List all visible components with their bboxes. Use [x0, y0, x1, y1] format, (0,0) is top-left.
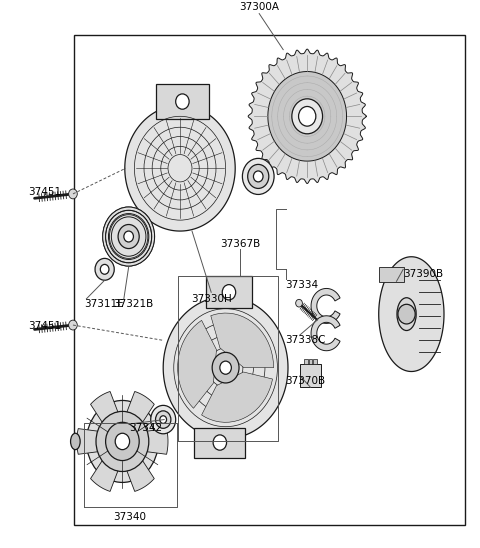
Text: 37451: 37451	[28, 321, 61, 331]
Circle shape	[398, 304, 415, 324]
Text: 37338C: 37338C	[286, 335, 326, 345]
Polygon shape	[211, 313, 274, 368]
Polygon shape	[311, 316, 340, 351]
Circle shape	[248, 164, 269, 189]
Text: 37311E: 37311E	[84, 299, 124, 310]
Circle shape	[124, 231, 133, 242]
Circle shape	[118, 225, 139, 249]
Ellipse shape	[71, 433, 80, 450]
Text: 37340: 37340	[113, 512, 146, 522]
Circle shape	[151, 406, 176, 434]
Circle shape	[96, 412, 149, 471]
Bar	[74, 36, 465, 525]
Polygon shape	[156, 83, 209, 119]
Text: 37451: 37451	[28, 187, 61, 197]
Text: 37334: 37334	[286, 280, 319, 290]
Polygon shape	[248, 49, 366, 184]
Bar	[379, 267, 404, 282]
Circle shape	[253, 171, 263, 182]
Text: 37300A: 37300A	[239, 3, 279, 13]
Circle shape	[100, 264, 109, 274]
Circle shape	[299, 106, 316, 126]
Circle shape	[106, 423, 139, 460]
Bar	[300, 364, 321, 387]
Polygon shape	[311, 288, 340, 323]
Polygon shape	[202, 372, 273, 423]
Polygon shape	[127, 391, 154, 422]
Circle shape	[220, 361, 231, 374]
Circle shape	[160, 416, 167, 424]
Text: 37370B: 37370B	[286, 376, 326, 386]
Circle shape	[69, 189, 77, 199]
Circle shape	[103, 207, 155, 266]
Circle shape	[222, 284, 236, 300]
Polygon shape	[147, 429, 168, 454]
Circle shape	[212, 352, 239, 383]
Text: 37390B: 37390B	[403, 269, 444, 279]
Polygon shape	[77, 429, 97, 454]
Circle shape	[103, 207, 155, 266]
Circle shape	[156, 411, 171, 429]
Polygon shape	[163, 296, 288, 439]
Circle shape	[69, 320, 77, 330]
Polygon shape	[178, 321, 216, 408]
Bar	[313, 359, 317, 364]
Circle shape	[296, 299, 302, 307]
Circle shape	[86, 401, 158, 482]
Circle shape	[95, 259, 114, 280]
Polygon shape	[379, 257, 444, 372]
Polygon shape	[125, 105, 235, 231]
Polygon shape	[91, 391, 118, 422]
Bar	[309, 359, 312, 364]
Text: 37321B: 37321B	[113, 299, 153, 310]
Polygon shape	[91, 461, 118, 492]
Polygon shape	[206, 276, 252, 307]
Text: 37367B: 37367B	[220, 238, 260, 249]
Ellipse shape	[397, 298, 416, 330]
Bar	[304, 359, 308, 364]
Text: 37330H: 37330H	[191, 294, 231, 304]
Circle shape	[242, 158, 274, 195]
Polygon shape	[127, 461, 154, 492]
Polygon shape	[268, 71, 347, 161]
Text: 37342: 37342	[130, 424, 163, 433]
Circle shape	[213, 435, 227, 450]
Polygon shape	[194, 428, 245, 458]
Circle shape	[176, 94, 189, 109]
Circle shape	[292, 99, 323, 134]
Circle shape	[115, 433, 130, 450]
